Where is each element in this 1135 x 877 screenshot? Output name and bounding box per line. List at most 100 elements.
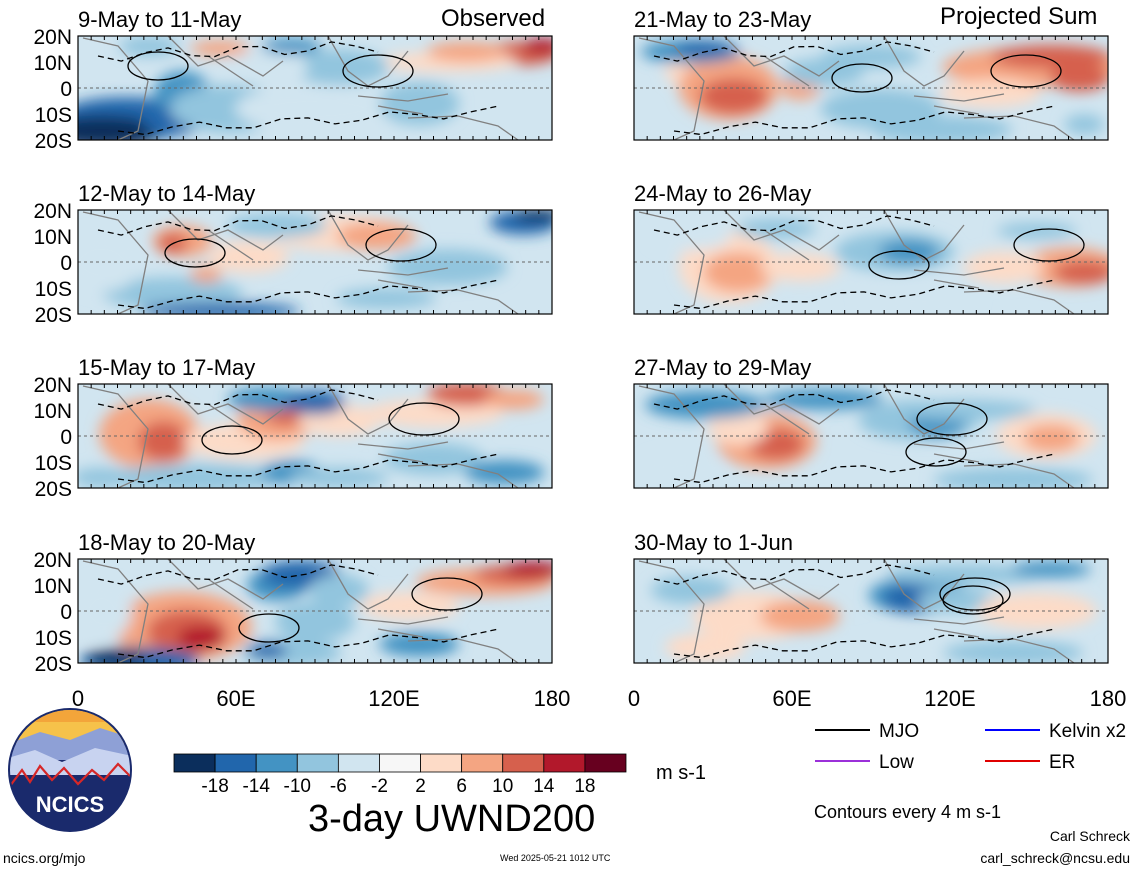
map-ticks xyxy=(633,559,1109,663)
lat-label: 20N xyxy=(33,26,72,49)
anomaly-region xyxy=(119,36,180,57)
panel-title: 27-May to 29-May xyxy=(634,355,811,380)
india-coast xyxy=(763,578,810,610)
anomaly-shading xyxy=(78,384,545,488)
map-ticks xyxy=(77,559,553,663)
se-asia-coast xyxy=(883,210,965,261)
arabia-india-coast xyxy=(167,210,284,251)
anomaly-region xyxy=(78,467,132,488)
africa-coast xyxy=(638,37,705,140)
se-asia-coast xyxy=(327,210,409,261)
negative-contour xyxy=(653,41,935,62)
projected-header: Projected Sum xyxy=(940,3,1098,30)
colorbar-units: m s-1 xyxy=(656,762,706,784)
anomaly-region xyxy=(1011,561,1092,578)
anomaly-shading xyxy=(650,561,1097,663)
positive-contour xyxy=(831,63,893,93)
anomaly-field xyxy=(78,559,552,663)
maritime-continent xyxy=(913,616,1005,638)
anomaly-region xyxy=(708,409,769,446)
colorbar-swatch xyxy=(502,753,545,773)
anomaly-region xyxy=(872,115,1013,140)
arabia-india-coast xyxy=(167,384,284,425)
lat-label: 0 xyxy=(60,426,72,449)
anomaly-region xyxy=(275,601,355,642)
negative-contour xyxy=(117,453,499,484)
mjo-contours xyxy=(653,215,1085,310)
ncics-logo: NCICS xyxy=(8,708,132,832)
colorbar-label: -18 xyxy=(201,776,228,797)
colorbar-label: -2 xyxy=(371,776,388,797)
anomaly-region xyxy=(645,390,766,419)
legend-label: ER xyxy=(1049,752,1075,773)
lat-label: 10S xyxy=(35,278,72,301)
anomaly-region xyxy=(522,38,552,55)
arabia-india-coast xyxy=(723,36,840,77)
positive-contour xyxy=(365,228,437,262)
anomaly-field xyxy=(634,210,1108,314)
logo-art xyxy=(10,710,130,787)
anomaly-region xyxy=(641,453,722,482)
lon-label: 60E xyxy=(216,686,255,711)
lat-label: 0 xyxy=(60,252,72,275)
legend-label: Kelvin x2 xyxy=(1049,721,1126,742)
map-panel: 9-May to 11-May 20N 10N 0 10S 20S xyxy=(33,7,553,153)
africa-coast xyxy=(638,560,705,663)
anomaly-shading xyxy=(78,36,552,140)
colorbar-label: -10 xyxy=(284,776,311,797)
anomaly-region xyxy=(140,302,301,314)
africa-coast xyxy=(82,211,149,314)
negative-contour xyxy=(653,389,935,410)
legend-label: MJO xyxy=(879,721,919,742)
arabia-india-coast xyxy=(723,559,840,600)
author-email: carl_schreck@ncsu.edu xyxy=(980,850,1130,866)
anomaly-field xyxy=(78,384,552,488)
positive-contour xyxy=(127,51,189,81)
positive-contour xyxy=(238,613,300,643)
india-coast xyxy=(207,55,254,87)
observed-header: Observed xyxy=(441,5,546,32)
india-coast xyxy=(207,229,254,261)
lat-label: 20N xyxy=(33,374,72,397)
maritime-continent xyxy=(357,441,449,463)
india-coast xyxy=(763,403,810,435)
arabia-india-coast xyxy=(723,210,840,251)
website-link[interactable]: ncics.org/mjo xyxy=(3,850,86,866)
negative-contour xyxy=(117,628,499,659)
se-asia-coast xyxy=(883,384,965,435)
panel-title: 15-May to 17-May xyxy=(78,355,255,380)
map-ticks xyxy=(77,384,553,488)
coastlines xyxy=(82,559,519,663)
anomaly-region xyxy=(177,626,226,651)
positive-contour xyxy=(342,54,414,88)
anomaly-region xyxy=(102,277,243,310)
africa-coast xyxy=(82,37,149,140)
anomaly-region xyxy=(503,561,552,578)
positive-contour xyxy=(939,577,1011,611)
lat-label: 10S xyxy=(35,452,72,475)
lat-label: 10N xyxy=(33,400,72,423)
anomaly-region xyxy=(650,576,731,605)
anomaly-shading xyxy=(640,39,1108,140)
anomaly-region xyxy=(943,640,1084,663)
anomaly-region xyxy=(650,222,731,250)
lat-label: 10S xyxy=(35,627,72,650)
mjo-contours xyxy=(97,41,499,136)
anomaly-region xyxy=(1054,260,1108,285)
map-ticks xyxy=(77,210,553,314)
colorbar-swatch xyxy=(584,753,627,773)
lon-label: 0 xyxy=(628,686,640,711)
anomaly-region xyxy=(963,251,1044,284)
mjo-contours xyxy=(97,215,499,310)
anomaly-region xyxy=(261,38,322,55)
colorbar-swatch xyxy=(255,753,298,773)
colorbar: -18 -14 -10 -6 -2 2 6 10 14 18 xyxy=(173,753,627,797)
anomaly-region xyxy=(916,588,997,613)
maritime-continent xyxy=(357,267,449,289)
panel-title: 24-May to 26-May xyxy=(634,181,811,206)
anomaly-region xyxy=(665,633,746,662)
colorbar-swatch xyxy=(337,753,380,773)
anomaly-region xyxy=(288,467,389,488)
lon-label: 0 xyxy=(72,686,84,711)
